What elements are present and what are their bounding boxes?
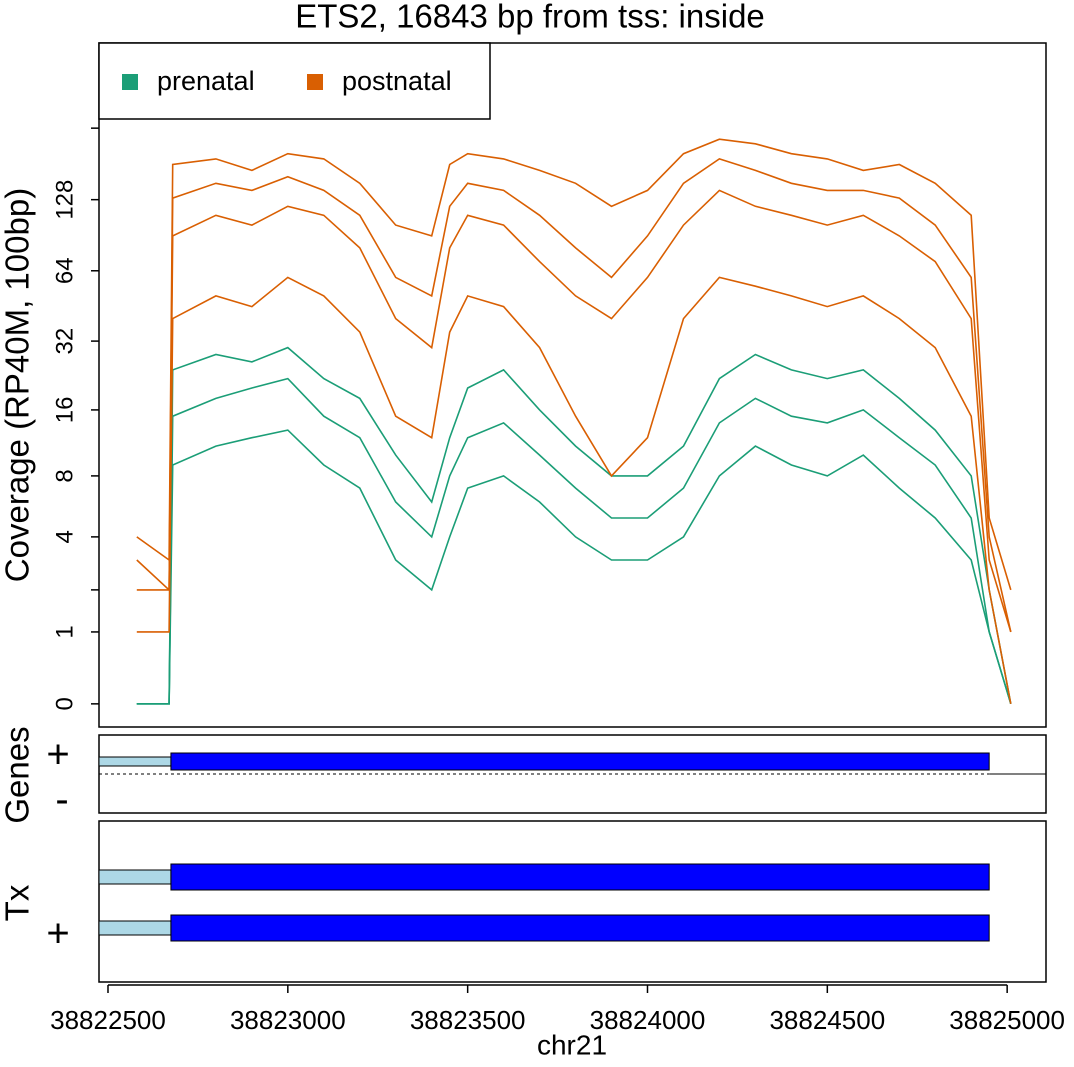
y-tick-label: 1 xyxy=(51,625,78,638)
strand-label: + xyxy=(46,733,69,777)
cds xyxy=(170,863,990,891)
tx-label: Tx xyxy=(0,884,36,921)
coverage-line xyxy=(136,346,1012,705)
chart-title: ETS2, 16843 bp from tss: inside xyxy=(295,0,765,35)
y-tick-label: 128 xyxy=(51,180,78,220)
legend-box xyxy=(98,42,491,120)
x-tick-label: 38823500 xyxy=(410,1005,526,1035)
utr xyxy=(98,756,172,767)
genes-label: Genes xyxy=(0,726,36,823)
legend-label: postnatal xyxy=(342,66,452,96)
coverage-line xyxy=(136,276,1012,704)
coverage-line xyxy=(136,429,1012,705)
x-tick-label: 38822500 xyxy=(50,1005,166,1035)
utr xyxy=(98,920,172,936)
y-tick-label: 8 xyxy=(51,469,78,482)
y-tick-label: 4 xyxy=(51,530,78,543)
x-tick-label: 38823000 xyxy=(230,1005,346,1035)
strand-label: + xyxy=(46,912,69,956)
x-tick-label: 38824000 xyxy=(590,1005,706,1035)
strand-label: - xyxy=(55,778,68,822)
legend-swatch xyxy=(307,74,323,90)
legend-label: prenatal xyxy=(157,66,255,96)
x-tick-label: 38824500 xyxy=(769,1005,885,1035)
coverage-line xyxy=(136,377,1012,705)
y-axis-label: Coverage (RP40M, 100bp) xyxy=(0,188,36,582)
x-axis-label: chr21 xyxy=(537,1029,607,1060)
x-tick-label: 38825000 xyxy=(949,1005,1065,1035)
coverage-line xyxy=(136,189,1012,633)
y-tick-label: 64 xyxy=(51,257,78,284)
cds xyxy=(170,914,990,942)
coverage-line xyxy=(136,158,1012,633)
y-tick-label: 16 xyxy=(51,397,78,424)
plot-frame xyxy=(98,42,1047,728)
tx-frame xyxy=(98,820,1047,983)
coverage-line xyxy=(136,138,1012,591)
y-tick-label: 0 xyxy=(51,697,78,710)
legend-swatch xyxy=(122,74,138,90)
cds xyxy=(170,752,990,771)
y-tick-label: 32 xyxy=(51,328,78,355)
utr xyxy=(98,869,172,885)
